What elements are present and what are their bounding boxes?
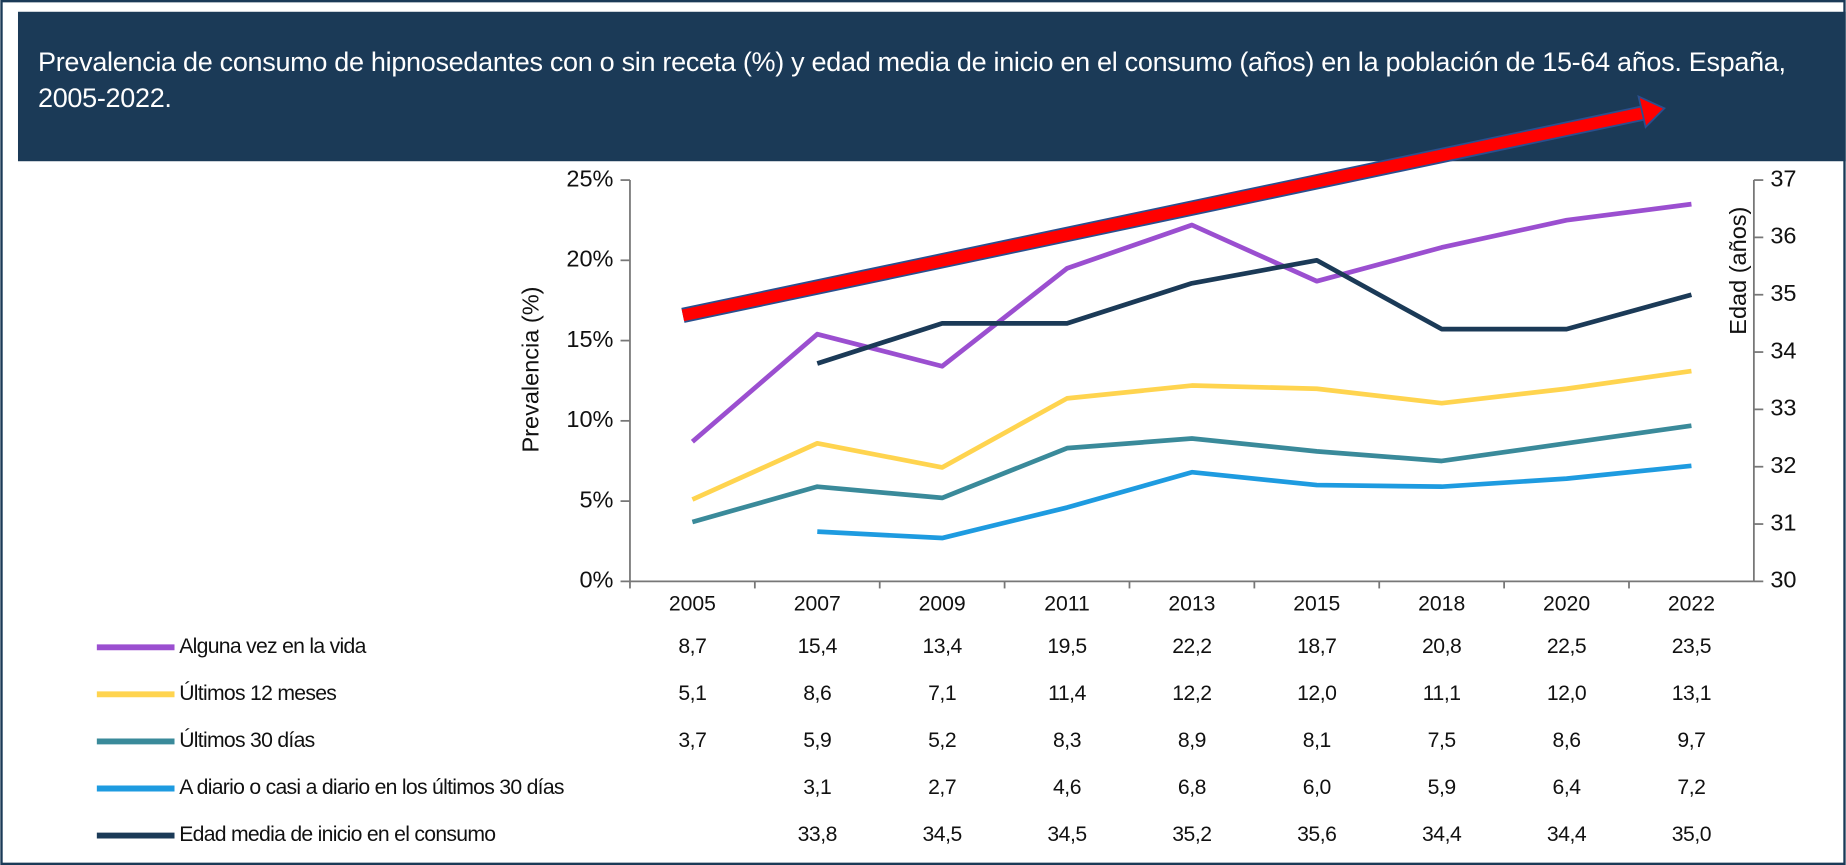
table-value: 34,4 bbox=[1547, 823, 1587, 846]
table-value: 8,6 bbox=[1553, 729, 1581, 752]
y2-tick-label: 35 bbox=[1770, 280, 1796, 306]
series-line bbox=[817, 463, 1692, 541]
table-value: 2,7 bbox=[928, 776, 956, 799]
y2-tick-label: 32 bbox=[1770, 452, 1796, 478]
table-value: 12,0 bbox=[1297, 682, 1336, 705]
table-value: 19,5 bbox=[1047, 635, 1086, 658]
table-value: 7,2 bbox=[1677, 776, 1705, 799]
table-value: 34,5 bbox=[1047, 823, 1086, 846]
table-value: 22,2 bbox=[1172, 635, 1211, 658]
series-line bbox=[816, 257, 1693, 366]
x-tick-label: 2020 bbox=[1543, 593, 1590, 616]
y-tick-label: 25% bbox=[566, 165, 613, 191]
table-value: 22,5 bbox=[1547, 635, 1586, 658]
table-value: 23,5 bbox=[1672, 635, 1711, 658]
table-value: 5,9 bbox=[1428, 776, 1456, 799]
y2-tick-label: 33 bbox=[1770, 395, 1796, 421]
table-value: 35,0 bbox=[1672, 823, 1711, 846]
table-value: 13,4 bbox=[922, 635, 962, 658]
table-value: 11,1 bbox=[1423, 682, 1461, 705]
x-tick-label: 2011 bbox=[1044, 593, 1090, 616]
x-tick-label: 2018 bbox=[1418, 593, 1465, 616]
y2-tick-label: 30 bbox=[1770, 567, 1796, 593]
table-value: 35,6 bbox=[1297, 823, 1336, 846]
y-tick-label: 15% bbox=[566, 326, 613, 352]
table-value: 15,4 bbox=[798, 635, 838, 658]
y-tick-label: 10% bbox=[566, 406, 613, 432]
legend-label: Alguna vez en la vida bbox=[179, 635, 366, 658]
y2-tick-label: 31 bbox=[1770, 509, 1796, 535]
series-line bbox=[691, 368, 1692, 502]
trend-arrow bbox=[681, 94, 1666, 323]
table-value: 5,2 bbox=[928, 729, 956, 752]
table-value: 6,4 bbox=[1553, 776, 1582, 799]
table-value: 6,0 bbox=[1303, 776, 1331, 799]
table-value: 3,1 bbox=[803, 776, 831, 799]
legend-label: Edad media de inicio en el consumo bbox=[179, 823, 495, 846]
table-value: 8,9 bbox=[1178, 729, 1206, 752]
y2-tick-label: 36 bbox=[1770, 223, 1796, 249]
legend-label: Últimos 30 días bbox=[179, 727, 314, 752]
legend-label: Últimos 12 meses bbox=[179, 680, 336, 705]
chart-title: Prevalencia de consumo de hipnosedantes … bbox=[38, 47, 1786, 113]
table-value: 7,1 bbox=[928, 682, 956, 705]
y-tick-label: 20% bbox=[566, 246, 613, 272]
table-value: 7,5 bbox=[1428, 729, 1456, 752]
table-value: 11,4 bbox=[1048, 682, 1086, 705]
table-value: 12,2 bbox=[1172, 682, 1211, 705]
y2-axis-label: Edad (años) bbox=[1725, 207, 1751, 335]
legend-label: A diario o casi a diario en los últimos … bbox=[179, 776, 564, 799]
series-line bbox=[690, 201, 1692, 444]
table-value: 8,7 bbox=[678, 635, 706, 658]
plot: 0% 5% 10% 15% 20% 25% 30 31 32 33 34 35 36 37 2005 2007… bbox=[96, 165, 1797, 846]
table-value: 5,9 bbox=[803, 729, 831, 752]
table-value: 34,4 bbox=[1422, 823, 1462, 846]
y2-tick-label: 34 bbox=[1770, 337, 1796, 363]
y-tick-label: 5% bbox=[579, 486, 613, 512]
table-value: 33,8 bbox=[798, 823, 837, 846]
y2-tick-label: 37 bbox=[1770, 165, 1796, 191]
series-line bbox=[691, 423, 1692, 525]
y-tick-label: 0% bbox=[579, 567, 613, 593]
y-axis-label: Prevalencia (%) bbox=[517, 287, 543, 453]
table-value: 6,8 bbox=[1178, 776, 1206, 799]
x-tick-label: 2009 bbox=[919, 593, 966, 616]
table-value: 5,1 bbox=[678, 682, 706, 705]
table-value: 12,0 bbox=[1547, 682, 1586, 705]
table-value: 18,7 bbox=[1297, 635, 1336, 658]
x-tick-label: 2015 bbox=[1293, 593, 1340, 616]
table-value: 8,3 bbox=[1053, 729, 1081, 752]
x-tick-label: 2005 bbox=[669, 593, 716, 616]
x-tick-label: 2022 bbox=[1668, 593, 1715, 616]
table-value: 4,6 bbox=[1053, 776, 1081, 799]
arrow-head bbox=[1637, 94, 1666, 129]
table-value: 35,2 bbox=[1172, 823, 1211, 846]
table-value: 34,5 bbox=[922, 823, 961, 846]
table-value: 3,7 bbox=[678, 729, 706, 752]
x-tick-label: 2007 bbox=[794, 593, 841, 616]
table-value: 20,8 bbox=[1422, 635, 1461, 658]
table-value: 13,1 bbox=[1672, 682, 1711, 705]
x-tick-label: 2013 bbox=[1168, 593, 1215, 616]
table-value: 9,7 bbox=[1677, 729, 1705, 752]
table-value: 8,6 bbox=[803, 682, 831, 705]
table-value: 8,1 bbox=[1303, 729, 1331, 752]
arrow-shaft bbox=[681, 107, 1645, 322]
